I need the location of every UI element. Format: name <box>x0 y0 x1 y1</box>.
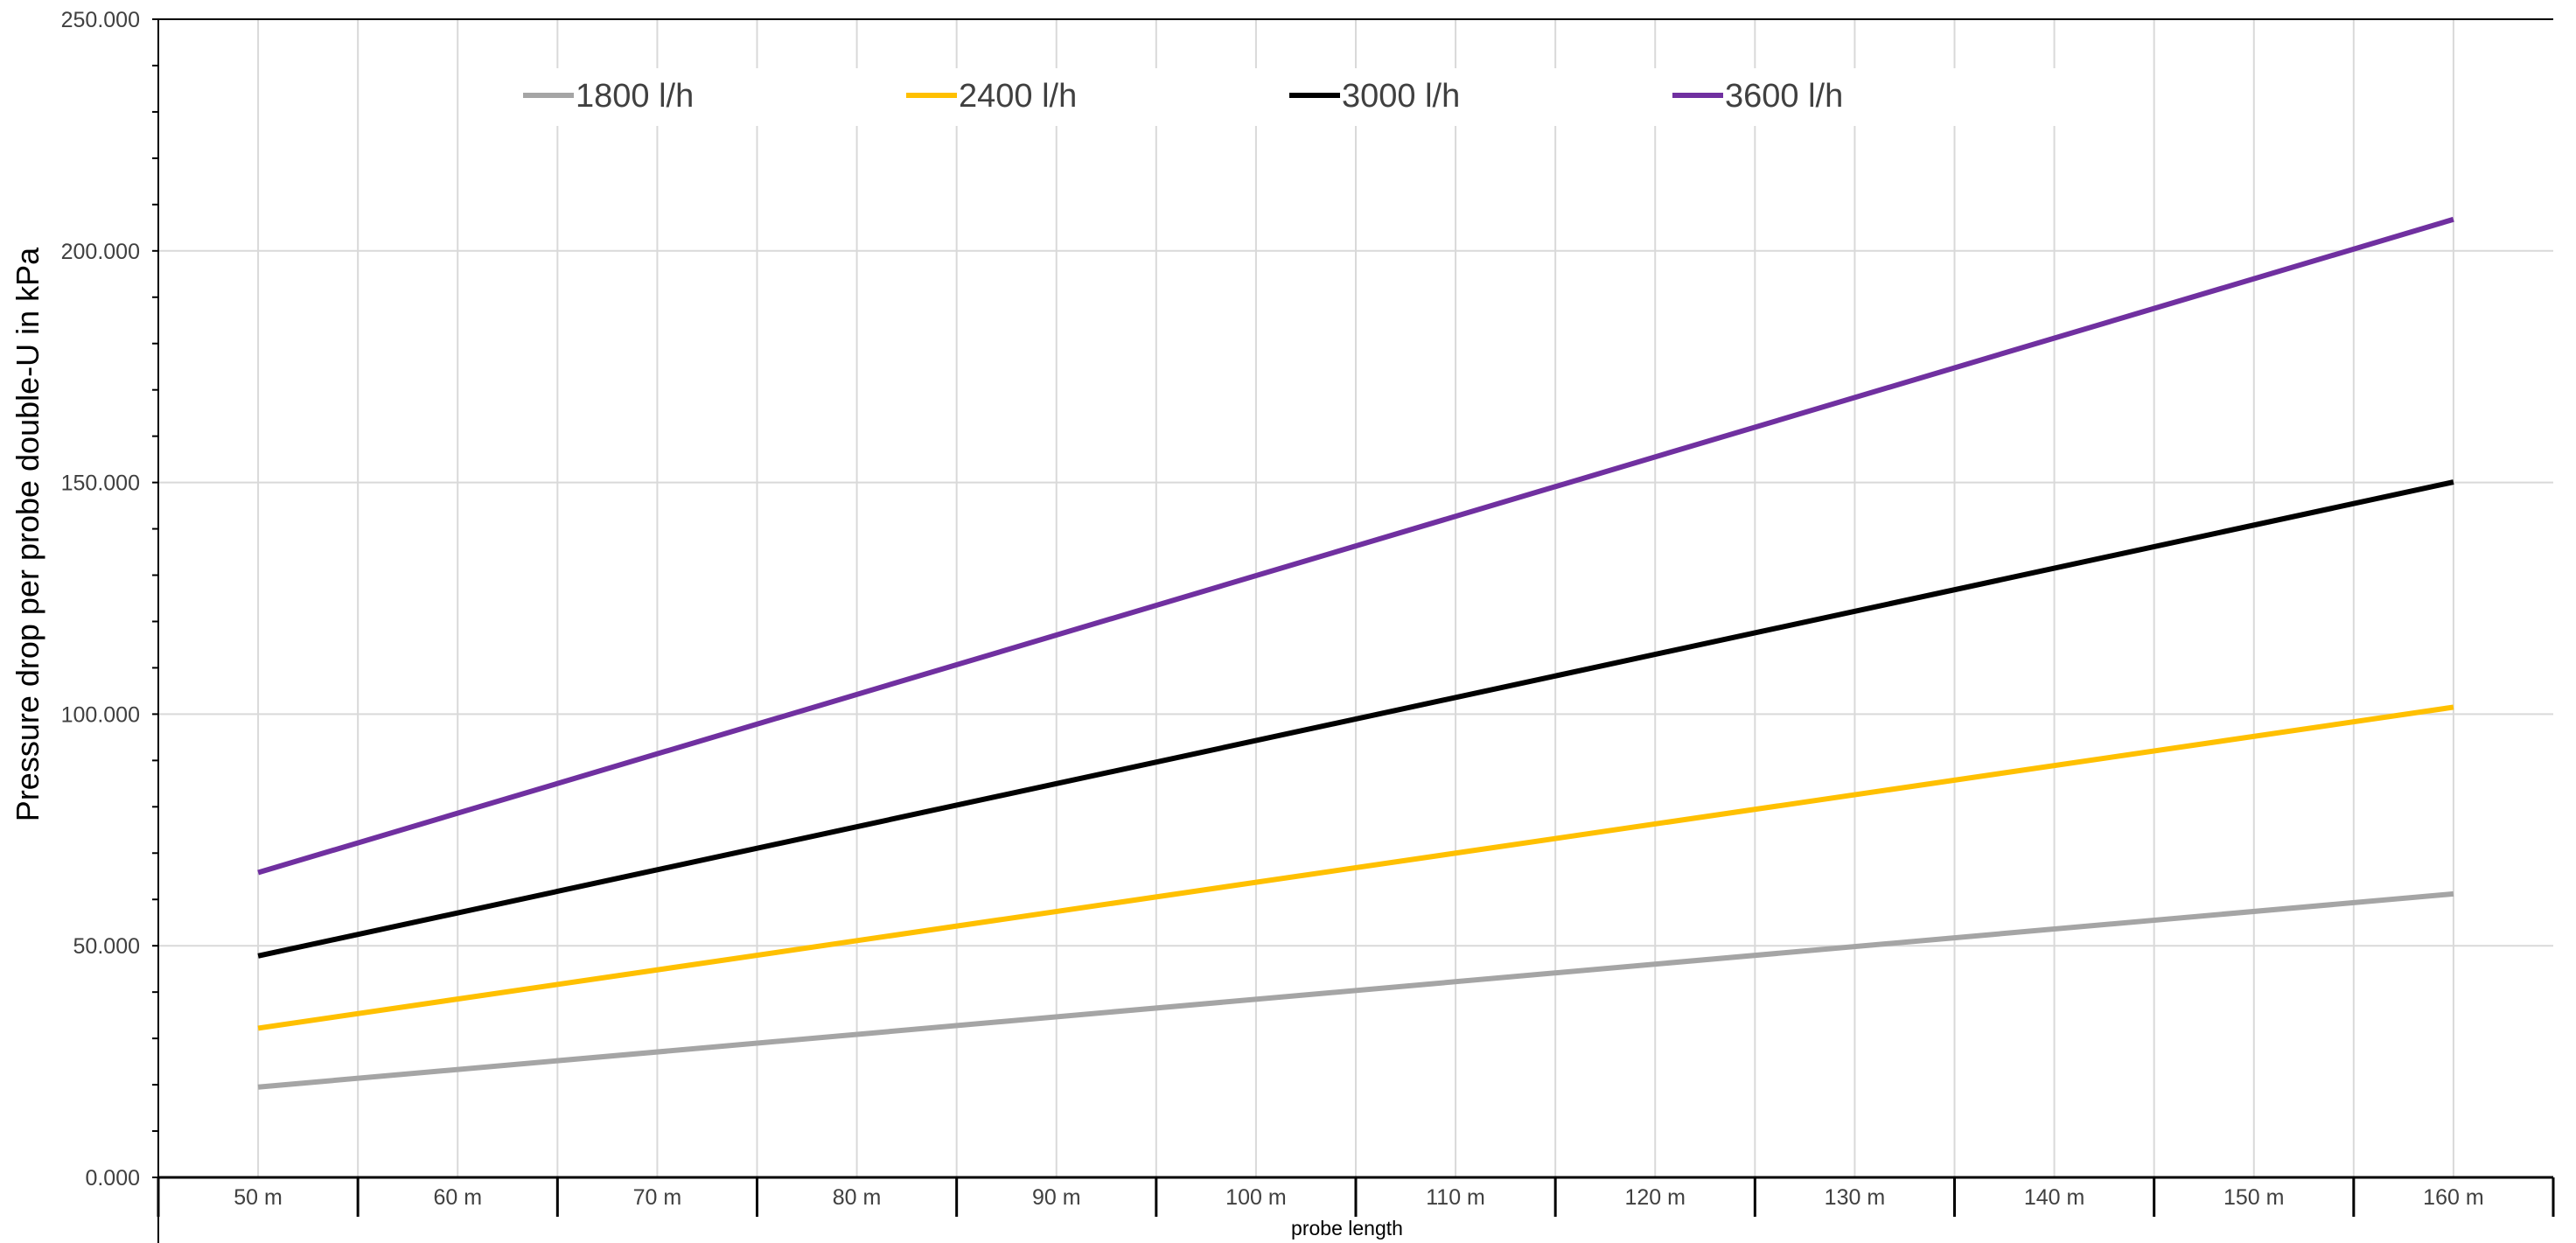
series-lines <box>257 216 2454 1090</box>
x-tick-label: 80 m <box>833 1185 882 1210</box>
series-line <box>257 479 2454 959</box>
x-tick-label: 50 m <box>234 1185 283 1210</box>
y-tick-label: 250.000 <box>61 8 140 32</box>
x-axis-title: probe length <box>1291 1217 1403 1240</box>
y-tick-label: 0.000 <box>85 1166 140 1191</box>
legend: 1800 l/h 2400 l/h 3000 l/h 3600 l/h <box>507 68 2057 126</box>
x-tick-label: 160 m <box>2423 1185 2483 1210</box>
x-tick-label: 130 m <box>1825 1185 1885 1210</box>
x-tick-label: 100 m <box>1225 1185 1286 1210</box>
series-line <box>257 216 2454 876</box>
y-tick-label: 100.000 <box>61 702 140 727</box>
x-tick-label: 120 m <box>1625 1185 1686 1210</box>
legend-label: 3600 l/h <box>1725 78 1843 115</box>
series-line <box>257 704 2454 1031</box>
y-axis-title: Pressure drop per probe double-U in kPa <box>10 247 45 821</box>
x-tick-label: 90 m <box>1032 1185 1081 1210</box>
legend-label: 3000 l/h <box>1342 78 1460 115</box>
y-tick-label: 50.000 <box>73 934 140 959</box>
x-tick-label: 70 m <box>633 1185 682 1210</box>
legend-label: 2400 l/h <box>959 78 1077 115</box>
legend-background <box>507 68 2057 126</box>
y-tick-label: 200.000 <box>61 240 140 264</box>
axes: 0.000 50.000 100.000 150.000 200.000 250.000 5… <box>61 8 2555 1243</box>
x-tick-label: 140 m <box>2024 1185 2084 1210</box>
x-tick-label: 150 m <box>2223 1185 2284 1210</box>
legend-label: 1800 l/h <box>576 78 694 115</box>
x-tick-label: 60 m <box>433 1185 482 1210</box>
series-line <box>257 890 2454 1090</box>
x-tick-label: 110 m <box>1426 1185 1485 1210</box>
gridlines <box>158 18 2553 1177</box>
y-tick-label: 150.000 <box>61 471 140 496</box>
